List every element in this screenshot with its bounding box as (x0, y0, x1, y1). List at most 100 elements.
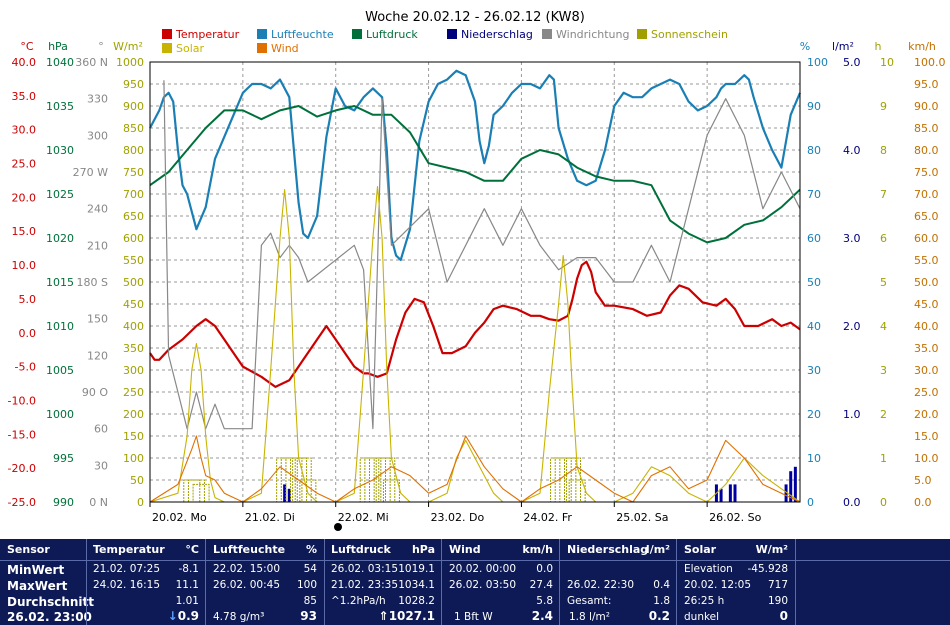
y-tick-label-humidity: 80 (807, 144, 821, 157)
niederschlag-total: 1.8 (653, 595, 670, 607)
y-tick-label-sunshine: 6 (880, 232, 887, 245)
y-tick-label-sunshine: 7 (880, 188, 887, 201)
solar-sun-hours: 26:25 h (684, 595, 725, 607)
y-tick-label-wind: 70.0 (914, 188, 939, 201)
rain-bar (728, 484, 732, 502)
rain-bar (719, 488, 723, 502)
y-tick-label-sunshine: 10 (880, 56, 894, 69)
y-tick-label-pressure: 1020 (46, 232, 74, 245)
y-tick-label-sunshine: 0 (880, 496, 887, 509)
y-tick-label-sunshine: 5 (880, 276, 887, 289)
temperatur-max-date: 24.02. 16:15 (93, 579, 160, 591)
col-labels: Sensor MinWert MaxWert Durchschnitt 26.0… (0, 539, 94, 625)
legend-label: Temperatur (175, 28, 240, 41)
x-tick-label: 20.02. Mo (152, 511, 207, 524)
y-tick-label-wind: 45.0 (914, 298, 939, 311)
wind-min-date: 20.02. 00:00 (449, 563, 516, 575)
rain-bar (793, 466, 797, 502)
legend-swatch (257, 29, 267, 39)
col-wind: Wind km/h 20.02. 00:00 0.0 26.02. 03:50 … (442, 539, 559, 625)
y-tick-label-humidity: 100 (807, 56, 828, 69)
rain-bar (789, 471, 793, 502)
y-tick-label-wind: 85.0 (914, 122, 939, 135)
y-tick-label-wind_direction: 90 O (82, 386, 108, 399)
legend-label: Luftfeuchte (271, 28, 334, 41)
y-tick-label-wind_direction: 210 (87, 239, 108, 252)
y-tick-label-sunshine: 4 (880, 320, 887, 333)
y-tick-label-temperature: 35.0 (12, 90, 37, 103)
unit-label-pressure: hPa (48, 40, 68, 53)
legend-label: Wind (271, 42, 299, 55)
unit-label-humidity: % (800, 40, 810, 53)
plot-frame (149, 61, 801, 503)
y-tick-label-solar: 700 (123, 188, 144, 201)
chart-title: Woche 20.02.12 - 26.02.12 (KW8) (365, 10, 585, 25)
y-tick-label-wind: 90.0 (914, 100, 939, 113)
y-tick-label-solar: 600 (123, 232, 144, 245)
y-tick-label-temperature: 25.0 (12, 158, 37, 171)
label-sensor: Sensor (7, 543, 50, 556)
wind-min-val: 0.0 (536, 563, 553, 575)
y-tick-label-wind_direction: 180 S (77, 276, 108, 289)
niederschlag-max-val: 0.4 (653, 579, 670, 591)
y-tick-label-temperature: 5.0 (19, 293, 37, 306)
unit-label-temperature: °C (20, 40, 34, 53)
legend-swatch (162, 43, 172, 53)
series-line-solar (149, 185, 801, 503)
y-tick-label-wind_direction: 330 (87, 93, 108, 106)
luftfeuchte-max-val: 100 (296, 579, 317, 591)
temperatur-current: 0.9 (177, 609, 199, 623)
x-tick-label: 21.02. Di (245, 511, 295, 524)
y-tick-label-wind: 5.0 (914, 474, 932, 487)
sunshine-bar (183, 479, 201, 503)
y-tick-label-solar: 350 (123, 342, 144, 355)
y-tick-label-solar: 300 (123, 364, 144, 377)
y-tick-label-wind: 50.0 (914, 276, 939, 289)
rain-bar (283, 484, 287, 502)
x-tick-label: 26.02. So (709, 511, 761, 524)
series-line-temperatur (149, 260, 801, 388)
y-tick-label-wind: 100.0 (914, 56, 946, 69)
y-tick-label-pressure: 1010 (46, 320, 74, 333)
luftdruck-trend: ^1.2hPa/h (331, 595, 386, 607)
luftdruck-avg: 1028.2 (398, 595, 435, 607)
series-line-windrichtung (163, 80, 801, 430)
y-tick-label-wind: 80.0 (914, 144, 939, 157)
y-tick-label-temperature: -15.0 (8, 428, 36, 441)
x-tick-label: 22.02. Mi (338, 511, 389, 524)
niederschlag-unit: l/m² (645, 543, 670, 556)
y-tick-label-pressure: 1030 (46, 144, 74, 157)
legend-label: Sonnenschein (651, 28, 728, 41)
y-tick-label-humidity: 20 (807, 408, 821, 421)
label-now: 26.02. 23:00 (7, 610, 92, 624)
niederschlag-current: 0.2 (648, 609, 670, 623)
unit-label-wind: km/h (908, 40, 936, 53)
y-tick-label-wind_direction: 150 (87, 313, 108, 326)
y-tick-label-temperature: 20.0 (12, 191, 37, 204)
wind-max-val: 27.4 (529, 579, 553, 591)
luftdruck-max-val: 1034.1 (398, 579, 435, 591)
y-tick-label-solar: 100 (123, 452, 144, 465)
y-tick-label-humidity: 10 (807, 452, 821, 465)
y-tick-label-wind_direction: 30 (94, 459, 108, 472)
y-tick-label-wind: 0.0 (914, 496, 932, 509)
axes: 20.02. Mo 21.02. Di 22.02. Mi 23.02. Do 24.0… (8, 40, 946, 524)
legend-label: Niederschlag (461, 28, 533, 41)
y-tick-label-wind: 20.0 (914, 408, 939, 421)
y-tick-label-temperature: 40.0 (12, 56, 37, 69)
solar-max-date: 20.02. 12:05 (684, 579, 751, 591)
niederschlag-current-label: 1.8 l/m² (569, 611, 610, 623)
col-niederschlag: Niederschlag l/m² 26.02. 22:30 0.4 Gesam… (560, 539, 676, 625)
luftfeuchte-current: 93 (300, 609, 317, 623)
rain-bar (784, 484, 788, 502)
y-tick-label-wind: 40.0 (914, 320, 939, 333)
x-tick-label: 25.02. Sa (616, 511, 668, 524)
trend-up-icon: ⇑ (378, 609, 389, 623)
y-tick-label-rain: 1.0 (843, 408, 861, 421)
luftdruck-unit: hPa (411, 543, 435, 556)
sunshine-bar (187, 479, 205, 503)
y-tick-label-solar: 50 (130, 474, 144, 487)
legend-swatch (257, 43, 267, 53)
series-layer (149, 69, 802, 503)
y-tick-label-wind: 30.0 (914, 364, 939, 377)
